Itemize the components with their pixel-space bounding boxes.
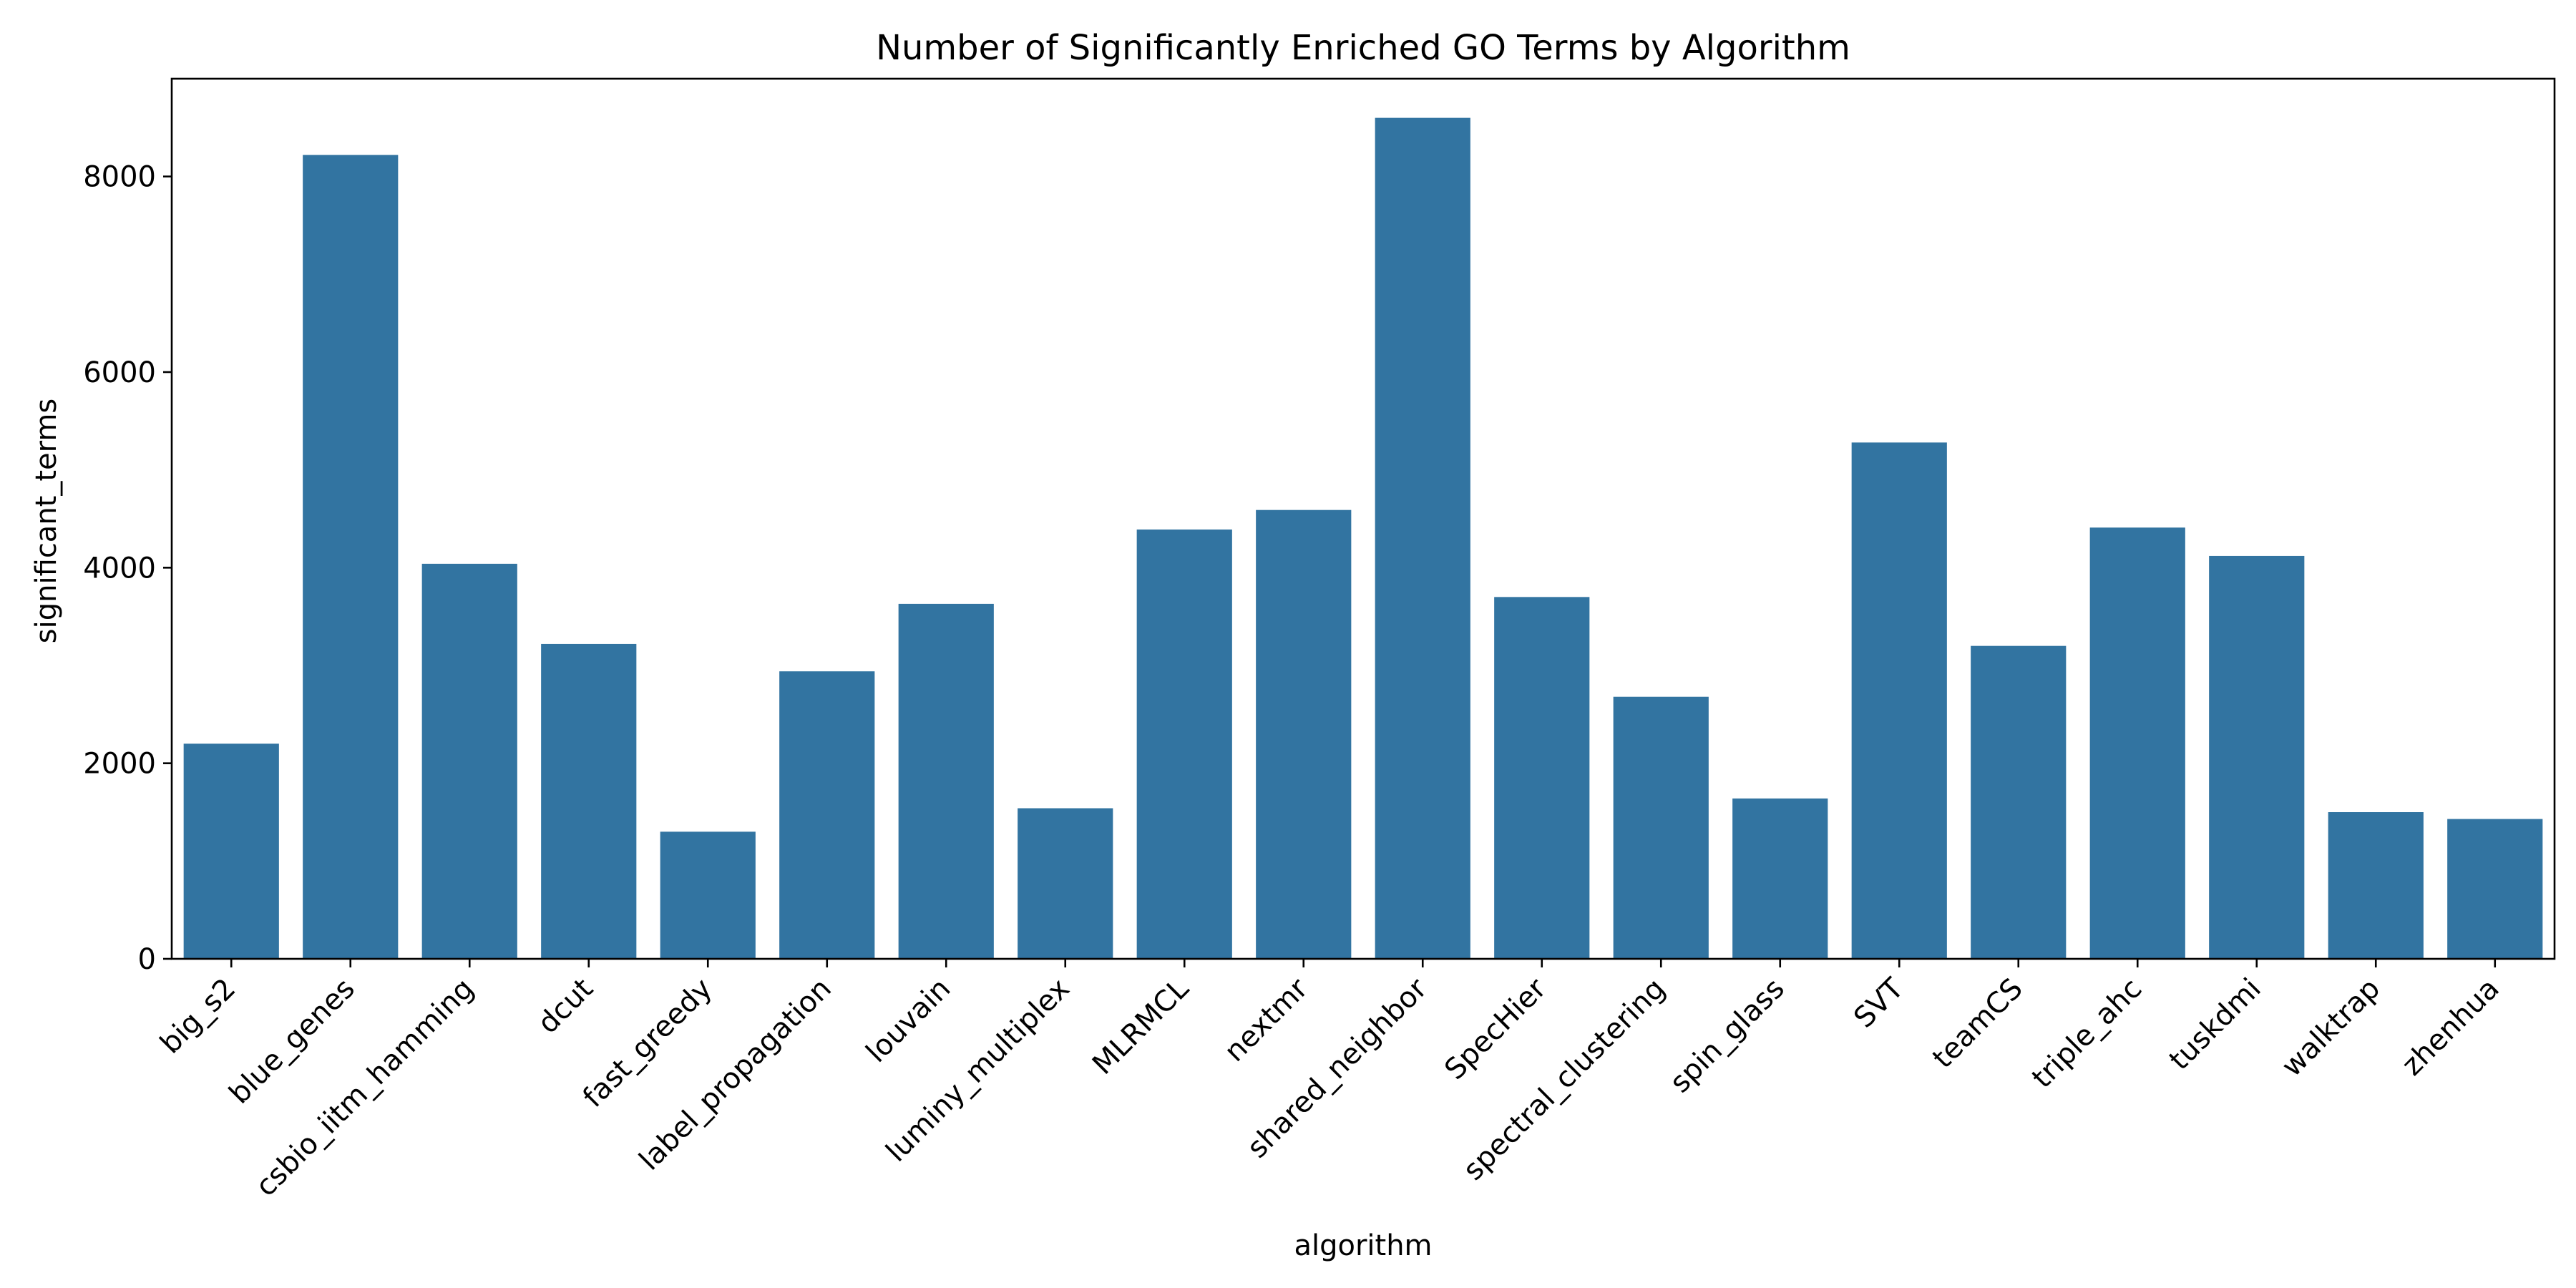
y-axis-label: significant_terms (30, 399, 63, 643)
y-tick-label: 8000 (83, 161, 156, 194)
x-axis-label: algorithm (1294, 1229, 1432, 1262)
bar-triple_ahc (2089, 527, 2185, 959)
bar-luminy_multiplex (1018, 808, 1113, 959)
bar-SVT (1851, 442, 1947, 959)
bar-louvain (898, 603, 994, 959)
bar-fast_greedy (660, 831, 756, 959)
y-tick-label: 6000 (83, 356, 156, 389)
plot-frame (170, 77, 2556, 960)
bar-MLRMCL (1136, 530, 1232, 959)
chart-title: Number of Significantly Enriched GO Term… (876, 28, 1850, 68)
bar-big_s2 (183, 743, 279, 959)
bar-label_propagation (779, 671, 875, 959)
bar-SpecHier (1494, 597, 1590, 959)
y-axis-ticks: 0 2000 4000 6000 8000 (83, 161, 172, 976)
bar-shared_neighbor (1375, 117, 1470, 960)
bar-walktrap (2328, 812, 2424, 959)
bar-zhenhua (2447, 819, 2543, 959)
bar-csbio_iitm_hamming (421, 563, 517, 959)
bar-tuskdmi (2209, 555, 2305, 959)
y-tick-label: 4000 (83, 552, 156, 585)
y-tick-label: 0 (138, 943, 156, 976)
bar-blue_genes (303, 155, 399, 960)
bar-nextmr (1256, 509, 1352, 959)
bar-teamCS (1971, 645, 2067, 959)
bar-spin_glass (1732, 798, 1828, 959)
bar-dcut (541, 643, 637, 959)
y-tick-label: 2000 (83, 748, 156, 781)
bars-group (183, 117, 2543, 960)
bar-spectral_clustering (1613, 696, 1709, 959)
